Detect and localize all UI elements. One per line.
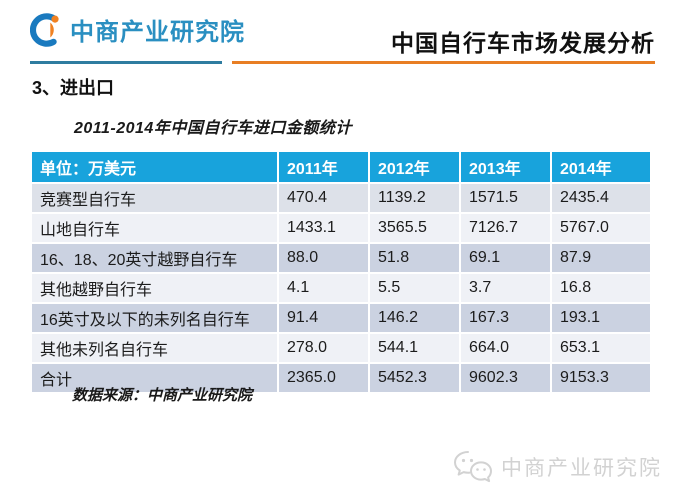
row-label: 16英寸及以下的未列名自行车 [30,302,279,334]
cell-value: 88.0 [277,242,370,274]
cell-value: 87.9 [550,242,652,274]
brand-logo-icon [30,12,59,47]
cell-value: 5.5 [368,272,461,304]
cell-value: 3.7 [459,272,552,304]
cell-value: 1139.2 [368,182,461,214]
year-header-2013: 2013年 [459,150,552,184]
cell-value: 4.1 [277,272,370,304]
year-header-2012: 2012年 [368,150,461,184]
divider-orange-segment [232,61,655,64]
table-header-row: 单位：万美元 2011年 2012年 2013年 2014年 [30,150,652,184]
row-label: 竞赛型自行车 [30,182,279,214]
table-row-total: 合计 2365.0 5452.3 9602.3 9153.3 [30,362,652,394]
cell-value: 9602.3 [459,362,552,394]
cell-value: 653.1 [550,332,652,364]
brand-logo: 中商产业研究院 [30,12,245,47]
cell-value: 193.1 [550,302,652,334]
cell-value: 278.0 [277,332,370,364]
brand-logo-text: 中商产业研究院 [70,19,245,46]
row-label: 16、18、20英寸越野自行车 [30,242,279,274]
table-row: 其他越野自行车 4.1 5.5 3.7 16.8 [30,272,652,304]
cell-value: 544.1 [368,332,461,364]
cell-value: 2435.4 [550,182,652,214]
header-divider [30,61,655,64]
cell-value: 2365.0 [277,362,370,394]
cell-value: 470.4 [277,182,370,214]
row-label: 其他未列名自行车 [30,332,279,364]
watermark: 中商产业研究院 [453,450,662,484]
row-label: 山地自行车 [30,212,279,244]
table-title: 2011-2014年中国自行车进口金额统计 [74,120,352,137]
cell-value: 69.1 [459,242,552,274]
table-row: 16、18、20英寸越野自行车 88.0 51.8 69.1 87.9 [30,242,652,274]
table-row: 其他未列名自行车 278.0 544.1 664.0 653.1 [30,332,652,364]
data-source-note: 数据来源：中商产业研究院 [72,387,253,404]
cell-value: 91.4 [277,302,370,334]
page-title: 中国自行车市场发展分析 [391,30,655,56]
cell-value: 5767.0 [550,212,652,244]
table-row: 16英寸及以下的未列名自行车 91.4 146.2 167.3 193.1 [30,302,652,334]
divider-blue-segment [30,61,222,64]
cell-value: 5452.3 [368,362,461,394]
section-heading: 3、进出口 [32,78,115,98]
wechat-icon [454,451,492,483]
table-row: 山地自行车 1433.1 3565.5 7126.7 5767.0 [30,212,652,244]
row-label: 其他越野自行车 [30,272,279,304]
watermark-text: 中商产业研究院 [501,457,662,480]
table-row: 竞赛型自行车 470.4 1139.2 1571.5 2435.4 [30,182,652,214]
cell-value: 664.0 [459,332,552,364]
cell-value: 146.2 [368,302,461,334]
cell-value: 1571.5 [459,182,552,214]
year-header-2014: 2014年 [550,150,652,184]
import-statistics-table: 单位：万美元 2011年 2012年 2013年 2014年 竞赛型自行车 47… [30,150,652,394]
cell-value: 1433.1 [277,212,370,244]
cell-value: 7126.7 [459,212,552,244]
cell-value: 3565.5 [368,212,461,244]
cell-value: 51.8 [368,242,461,274]
cell-value: 9153.3 [550,362,652,394]
row-label: 合计 [30,362,279,394]
year-header-2011: 2011年 [277,150,370,184]
cell-value: 167.3 [459,302,552,334]
cell-value: 16.8 [550,272,652,304]
unit-header-cell: 单位：万美元 [30,150,279,184]
